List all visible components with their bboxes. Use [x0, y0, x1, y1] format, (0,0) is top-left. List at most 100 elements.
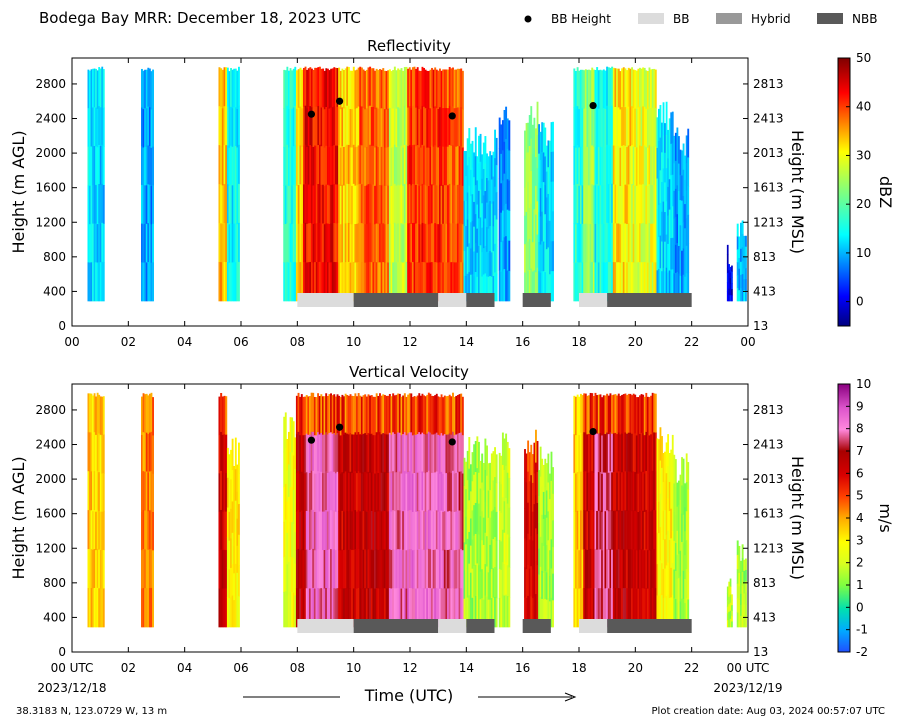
precip-cell	[455, 588, 458, 628]
start-date-label: 2023/12/18	[37, 681, 106, 695]
precip-cell	[225, 145, 228, 185]
precip-cell	[651, 392, 654, 433]
precip-cell	[379, 510, 381, 550]
precip-cell	[344, 393, 347, 433]
precip-cell	[609, 588, 612, 628]
precip-cell	[609, 223, 612, 263]
precip-cell	[505, 433, 508, 467]
precip-cell	[218, 396, 221, 436]
precip-cell	[385, 71, 388, 110]
precip-cell	[349, 147, 352, 187]
x-tick-label: 02	[121, 661, 136, 675]
precip-cell	[678, 273, 680, 302]
precip-cell	[637, 435, 640, 475]
precip-cell	[96, 470, 99, 511]
precip-cell	[484, 438, 487, 471]
precip-cell	[309, 145, 312, 185]
precip-cell	[380, 395, 383, 435]
precip-cell	[508, 448, 511, 479]
precip-cell	[575, 224, 577, 264]
precip-cell	[312, 146, 315, 186]
precip-cell	[307, 434, 310, 474]
precip-cell	[645, 431, 648, 472]
precip-cell	[225, 223, 228, 263]
precip-segment	[631, 392, 657, 628]
precip-cell	[602, 262, 605, 302]
precip-cell	[367, 184, 370, 224]
precip-cell	[447, 434, 450, 474]
precip-cell	[621, 433, 624, 473]
precip-cell	[218, 223, 221, 263]
precip-cell	[99, 434, 102, 474]
precip-cell	[369, 144, 372, 185]
precip-cell	[307, 262, 310, 302]
precip-cell	[494, 186, 497, 216]
precip-cell	[478, 163, 480, 192]
precip-cell	[575, 435, 577, 474]
precip-cell	[728, 596, 730, 605]
precip-cell	[611, 549, 614, 589]
precip-cell	[419, 262, 422, 302]
precip-cell	[93, 107, 96, 147]
y2-tick-label: 413	[753, 284, 776, 298]
precip-cell	[427, 70, 430, 110]
precip-cell	[461, 473, 464, 513]
precip-cell	[656, 270, 659, 302]
precip-cell	[650, 69, 652, 109]
velocity-title: Vertical Velocity	[349, 363, 469, 381]
precip-cell	[343, 396, 345, 436]
precip-cell	[96, 587, 99, 628]
precip-cell	[744, 569, 747, 582]
precip-cell	[678, 505, 680, 530]
precip-cell	[225, 396, 228, 436]
precip-cell	[346, 394, 349, 435]
precip-cell	[664, 152, 666, 183]
precip-cell	[405, 66, 408, 107]
precip-cell	[495, 569, 498, 599]
precip-cell	[431, 106, 433, 146]
precip-cell	[740, 274, 742, 289]
precip-cell	[541, 241, 544, 272]
precip-cell	[626, 108, 629, 148]
precip-cell	[487, 180, 490, 205]
precip-cell	[434, 588, 437, 628]
precip-cell	[501, 562, 504, 595]
precip-cell	[310, 431, 313, 472]
precip-cell	[726, 291, 729, 302]
precip-cell	[443, 223, 446, 263]
precip-cell	[407, 549, 410, 589]
precip-cell	[231, 470, 234, 502]
precip-cell	[473, 201, 476, 228]
precip-cell	[395, 588, 398, 628]
precip-cell	[341, 107, 344, 147]
precip-cell	[351, 224, 354, 263]
precip-cell	[681, 175, 683, 201]
precip-cell	[432, 396, 435, 435]
precip-cell	[148, 471, 151, 511]
precip-cell	[349, 70, 352, 110]
precip-cell	[453, 146, 456, 186]
precip-cell	[599, 185, 602, 225]
precip-cell	[92, 184, 94, 224]
precip-cell	[288, 262, 290, 302]
precip-cell	[589, 262, 592, 302]
precip-cell	[310, 470, 313, 511]
precip-cell	[357, 509, 360, 550]
precip-cell	[542, 152, 545, 183]
precip-cell	[102, 396, 105, 436]
colorbar-tick-label: 6	[856, 466, 864, 480]
precip-cell	[484, 163, 487, 192]
precip-cell	[575, 147, 577, 187]
precip-cell	[90, 262, 93, 302]
precip-cell	[339, 109, 342, 148]
precip-cell	[501, 432, 504, 466]
precip-cell	[476, 276, 479, 302]
precip-cell	[583, 262, 586, 302]
precip-cell	[228, 71, 231, 110]
precip-cell	[347, 222, 350, 263]
precip-cell	[360, 223, 363, 263]
precip-cell	[545, 275, 548, 302]
precip-cell	[427, 431, 430, 472]
precip-cell	[284, 448, 287, 485]
